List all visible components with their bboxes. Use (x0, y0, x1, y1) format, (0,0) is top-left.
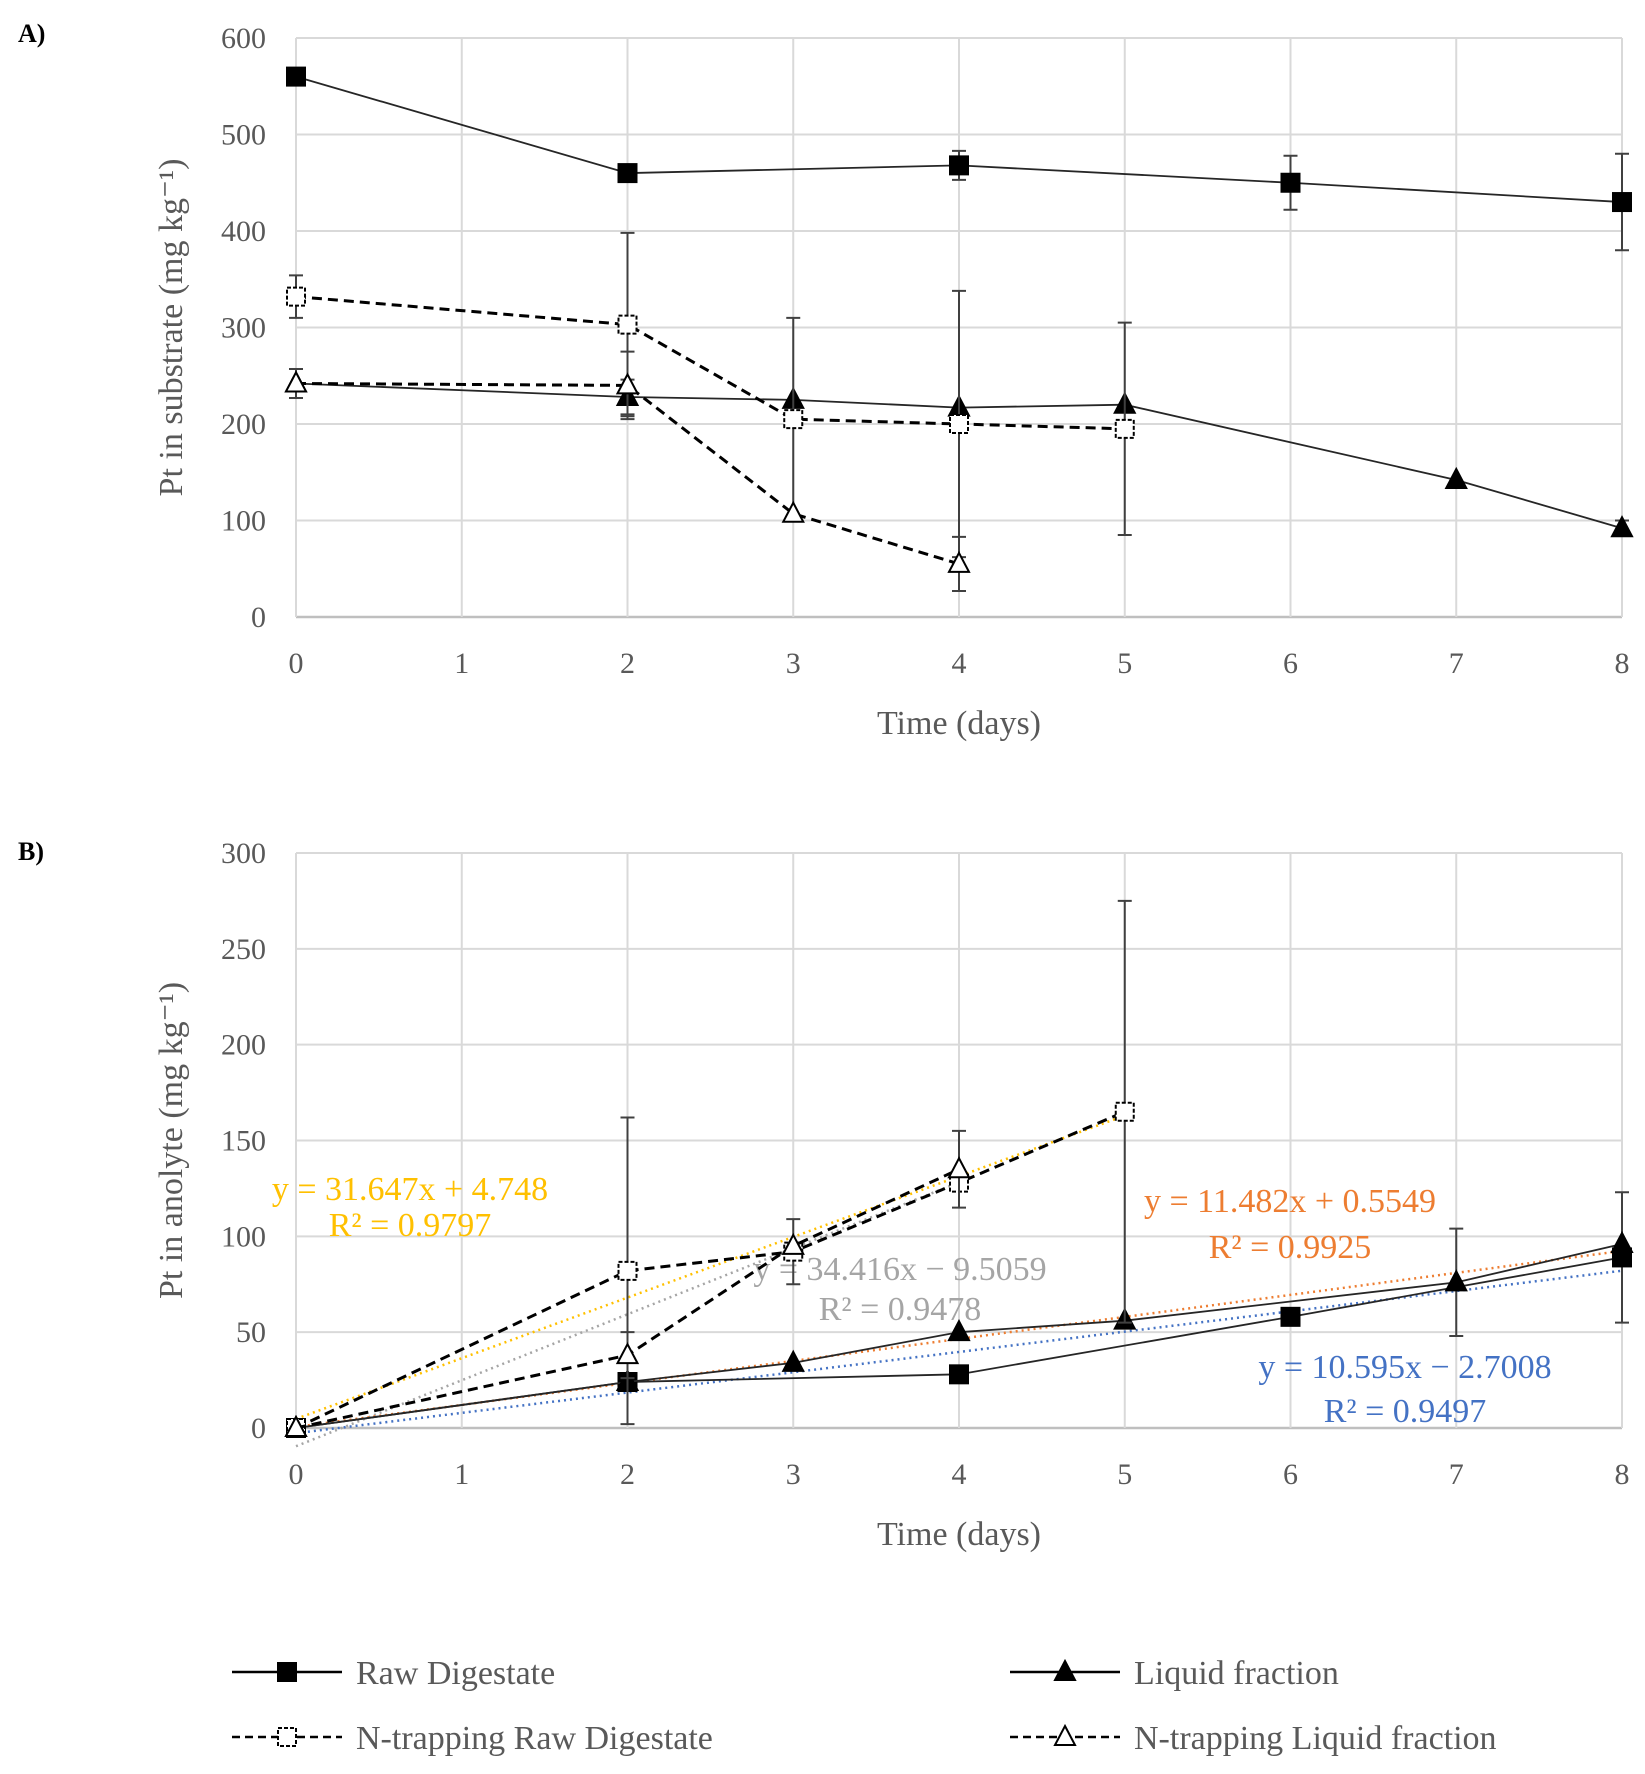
x-tick-label: 0 (289, 647, 304, 680)
data-point (783, 409, 804, 430)
x-tick-label: 8 (1615, 647, 1630, 680)
data-point (615, 1342, 640, 1365)
y-tick-label: 0 (251, 1412, 266, 1445)
data-point (1280, 1306, 1301, 1327)
y-tick-label: 100 (221, 505, 266, 538)
data-point (1114, 1101, 1135, 1122)
data-point (947, 1156, 971, 1179)
data-point (284, 370, 308, 393)
legend-item: Raw Digestate (232, 1655, 555, 1692)
x-tick-label: 7 (1449, 647, 1464, 680)
panel-label: B) (18, 837, 44, 866)
data-point (949, 155, 969, 176)
panel-b: B) 0 50 100 150 200 250 300 0 1 2 3 4 5 6 7 8 Time (days)… (18, 837, 1634, 1553)
series-n-trapping-liquid-fraction (284, 1129, 971, 1437)
x-axis-title: Time (days) (877, 1516, 1041, 1553)
series-line (295, 295, 1125, 431)
data-point (284, 1414, 308, 1437)
y-tick-label: 300 (221, 312, 266, 345)
data-point (1114, 418, 1135, 439)
y-axis-title: Pt in anolyte (mg kg⁻¹) (153, 982, 190, 1299)
x-axis-title: Time (days) (877, 705, 1041, 742)
data-point (949, 414, 969, 434)
data-point (286, 286, 306, 307)
legend-label: Liquid fraction (1134, 1655, 1339, 1692)
trendline-r2: R² = 0.9925 (1209, 1229, 1372, 1266)
x-tick-label: 1 (454, 647, 469, 680)
data-point (286, 66, 306, 87)
data-point (781, 1232, 805, 1255)
x-tick-label: 6 (1283, 1458, 1298, 1491)
series-raw-digestate (286, 66, 1632, 252)
data-point (617, 163, 638, 184)
data-point (1444, 466, 1468, 489)
x-tick-label: 8 (1615, 1458, 1630, 1491)
x-tick-label: 6 (1283, 647, 1298, 680)
y-tick-label: 100 (221, 1220, 266, 1253)
series-line (295, 1167, 960, 1430)
trendline-equation: y = 10.595x − 2.7008 (1258, 1349, 1551, 1386)
data-point (949, 1364, 969, 1385)
panel-a: A) 0 100 200 300 400 500 600 0 1 2 3 4 5 6 7 8 Time (days… (18, 19, 1634, 742)
data-point (617, 1260, 638, 1281)
series-n-trapping-raw-digestate (286, 231, 1135, 559)
data-point (781, 500, 805, 523)
panel-label: A) (18, 19, 45, 48)
trendline-r2: R² = 0.9497 (1324, 1393, 1487, 1430)
x-tick-label: 4 (952, 647, 967, 680)
series-n-trapping-liquid-fraction (284, 350, 971, 592)
data-point (1610, 1230, 1634, 1253)
legend-label: Raw Digestate (356, 1655, 555, 1692)
trendline-equation: y = 11.482x + 0.5549 (1144, 1183, 1436, 1220)
y-tick-label: 250 (221, 933, 266, 966)
legend-item: N-trapping Liquid fraction (1010, 1720, 1497, 1757)
y-tick-label: 200 (221, 408, 266, 441)
y-tick-label: 500 (221, 119, 266, 152)
series-line (295, 381, 960, 566)
y-axis-title: Pt in substrate (mg kg⁻¹) (153, 159, 190, 497)
y-tick-label: 0 (251, 601, 266, 634)
y-tick-label: 300 (221, 837, 266, 870)
data-point (615, 372, 640, 395)
x-tick-label: 3 (786, 1458, 801, 1491)
data-point (781, 1349, 805, 1372)
trendline-r2: R² = 0.9797 (329, 1207, 492, 1244)
legend-item: N-trapping Raw Digestate (232, 1720, 713, 1757)
legend-marker (277, 1727, 297, 1747)
x-tick-label: 0 (289, 1458, 304, 1491)
x-tick-label: 5 (1117, 1458, 1132, 1491)
data-point (947, 550, 971, 573)
legend-marker (1053, 1723, 1077, 1746)
y-tick-label: 600 (221, 22, 266, 55)
x-tick-label: 5 (1117, 647, 1132, 680)
y-tick-label: 200 (221, 1029, 266, 1062)
y-tick-label: 150 (221, 1125, 266, 1158)
data-point (617, 314, 638, 335)
x-tick-label: 2 (620, 1458, 635, 1491)
data-point (947, 1319, 971, 1342)
legend-marker (1053, 1658, 1077, 1681)
data-point (1444, 1269, 1468, 1292)
x-tick-label: 1 (454, 1458, 469, 1491)
legend: Raw Digestate Liquid fraction N-trapping R… (232, 1655, 1497, 1757)
x-tick-label: 3 (786, 647, 801, 680)
series-n-trapping-raw-digestate (286, 899, 1135, 1438)
trendline-equation: y = 31.647x + 4.748 (272, 1171, 548, 1208)
data-point (1280, 172, 1301, 193)
trendline (295, 1269, 1623, 1435)
data-point (1610, 515, 1634, 538)
y-tick-label: 50 (236, 1316, 266, 1349)
data-point (1612, 192, 1632, 213)
x-tick-label: 2 (620, 647, 635, 680)
y-tick-label: 400 (221, 215, 266, 248)
legend-label: N-trapping Raw Digestate (356, 1720, 713, 1757)
legend-item: Liquid fraction (1010, 1655, 1339, 1692)
x-tick-label: 4 (952, 1458, 967, 1491)
trendline-r2: R² = 0.9478 (819, 1291, 982, 1328)
legend-marker (277, 1662, 297, 1682)
x-tick-label: 7 (1449, 1458, 1464, 1491)
legend-label: N-trapping Liquid fraction (1134, 1720, 1497, 1757)
trendline (295, 1181, 960, 1448)
